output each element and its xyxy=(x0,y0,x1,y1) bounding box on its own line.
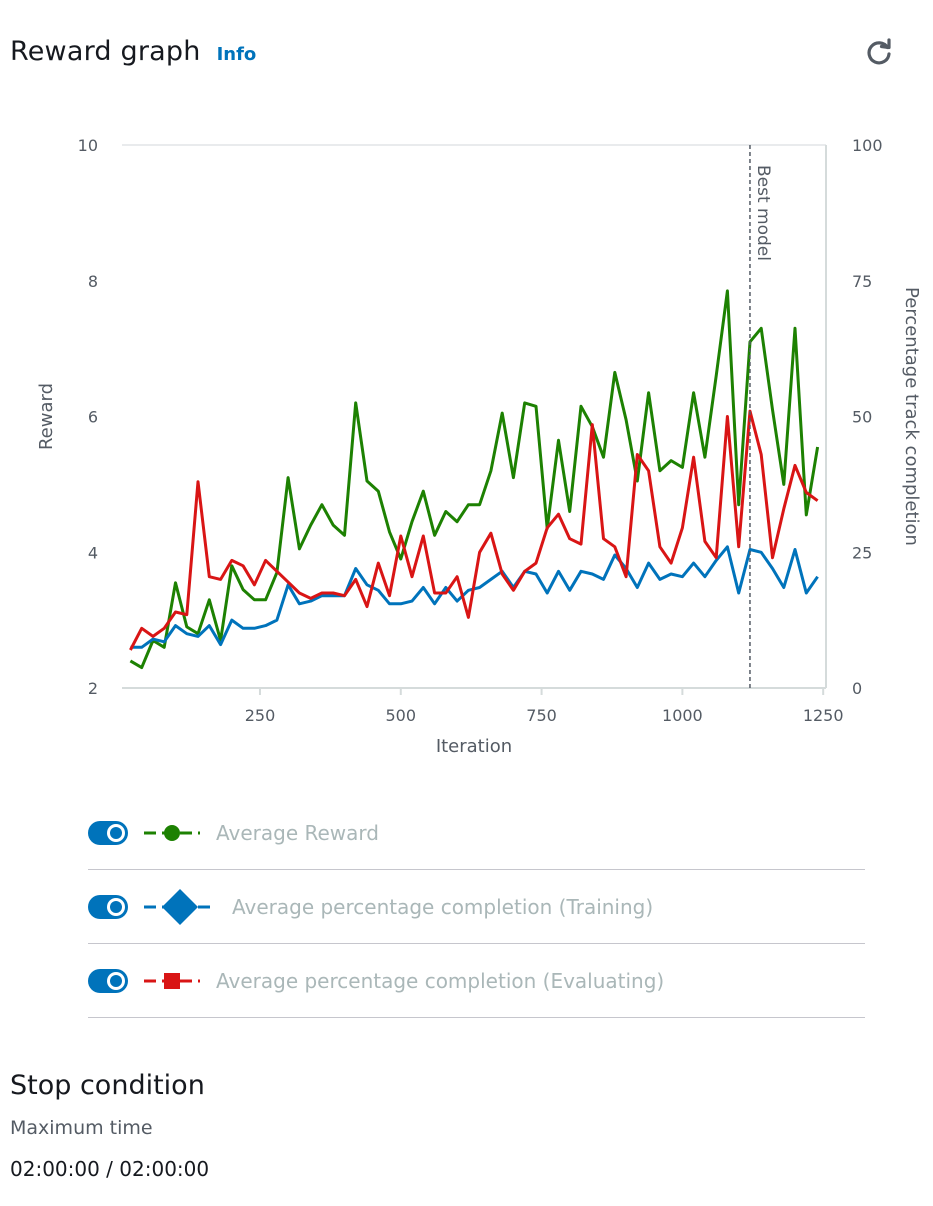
x-tick-label: 500 xyxy=(386,706,417,725)
y-axis-label: Reward xyxy=(36,383,57,450)
stop-condition-label: Maximum time xyxy=(10,1117,153,1139)
legend-item-training-completion: Average percentage completion (Training) xyxy=(88,870,865,944)
chart-legend: Average Reward Average percentage comple… xyxy=(88,796,865,1018)
series-line-evaluating-completion xyxy=(129,409,819,651)
legend-label: Average Reward xyxy=(216,820,379,845)
legend-label: Average percentage completion (Training) xyxy=(232,894,654,919)
toggle-evaluating-completion[interactable] xyxy=(88,968,128,993)
y2-axis-label: Percentage track completion xyxy=(901,287,922,546)
y2-tick-label: 0 xyxy=(852,679,862,698)
y-tick-label: 2 xyxy=(88,679,98,698)
stop-condition-value: 02:00:00 / 02:00:00 xyxy=(10,1157,210,1181)
x-tick-label: 1250 xyxy=(803,706,844,725)
legend-circle-marker-icon xyxy=(144,824,200,841)
y-tick-label: 10 xyxy=(78,136,98,155)
legend-diamond-marker-icon xyxy=(144,888,216,925)
refresh-button[interactable] xyxy=(862,36,896,70)
best-model-label: Best model xyxy=(753,165,773,261)
series-line-average-reward xyxy=(129,289,820,670)
legend-item-evaluating-completion: Average percentage completion (Evaluatin… xyxy=(88,944,865,1018)
stop-condition-title: Stop condition xyxy=(10,1070,205,1101)
y-tick-label: 4 xyxy=(88,543,98,562)
y2-tick-label: 50 xyxy=(852,408,872,427)
info-link[interactable]: Info xyxy=(216,44,257,65)
x-axis-label: Iteration xyxy=(436,736,512,757)
y-tick-label: 8 xyxy=(88,272,98,291)
legend-label: Average percentage completion (Evaluatin… xyxy=(216,968,665,993)
y2-tick-label: 25 xyxy=(852,543,872,562)
best-model-marker: Best model xyxy=(749,145,773,688)
section-header: Reward graph Info xyxy=(10,36,256,67)
x-tick-label: 750 xyxy=(526,706,557,725)
toggle-training-completion[interactable] xyxy=(88,894,128,919)
page-title: Reward graph xyxy=(10,36,201,67)
refresh-icon xyxy=(867,38,891,65)
y-tick-label: 6 xyxy=(88,408,98,427)
chart-series xyxy=(129,289,820,670)
y2-tick-label: 75 xyxy=(852,272,872,291)
chart-axes xyxy=(122,145,827,689)
legend-item-average-reward: Average Reward xyxy=(88,796,865,870)
toggle-average-reward[interactable] xyxy=(88,820,128,845)
x-tick-label: 250 xyxy=(245,706,276,725)
y2-tick-label: 100 xyxy=(852,136,883,155)
x-tick-label: 1000 xyxy=(662,706,703,725)
legend-square-marker-icon xyxy=(144,972,200,989)
